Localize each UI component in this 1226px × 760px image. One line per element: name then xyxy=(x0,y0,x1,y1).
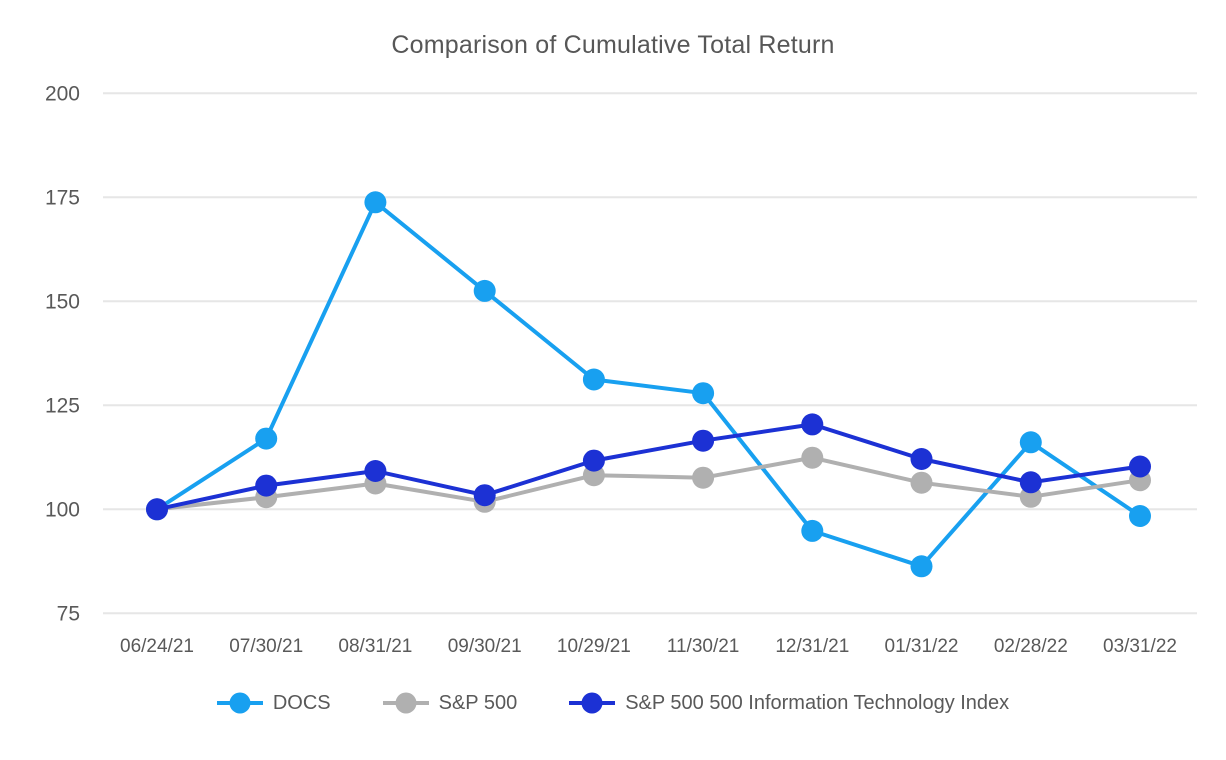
x-axis-tick-label: 03/31/22 xyxy=(1103,636,1177,657)
data-point-s-p-500-500-information-technology-index xyxy=(1129,455,1151,478)
y-axis-tick-label: 150 xyxy=(45,290,80,313)
data-point-docs xyxy=(1129,505,1151,527)
y-axis-tick-label: 125 xyxy=(45,394,80,417)
data-point-s-p-500-500-information-technology-index xyxy=(255,474,278,497)
data-point-s-p-500 xyxy=(801,446,824,469)
data-point-s-p-500-500-information-technology-index xyxy=(692,429,715,452)
x-axis-tick-label: 08/31/21 xyxy=(338,636,412,657)
data-point-docs xyxy=(910,555,933,578)
legend-marker-icon xyxy=(382,692,429,714)
series-line-s-p-500-500-information-technology-index xyxy=(156,422,1141,512)
data-point-s-p-500-500-information-technology-index xyxy=(1019,471,1042,494)
x-axis-tick-label: 10/29/21 xyxy=(557,636,631,657)
x-axis-tick-label: 07/30/21 xyxy=(229,636,303,657)
y-axis-tick-label: 175 xyxy=(45,186,80,209)
legend-label: S&P 500 500 Information Technology Index xyxy=(625,691,1010,714)
data-point-docs xyxy=(582,368,605,391)
data-point-s-p-500 xyxy=(910,471,933,494)
data-point-s-p-500-500-information-technology-index xyxy=(364,460,387,482)
data-point-s-p-500 xyxy=(692,466,715,489)
data-point-s-p-500-500-information-technology-index xyxy=(146,498,168,521)
data-point-docs xyxy=(1019,431,1042,454)
legend-item-docs: DOCS xyxy=(216,691,331,715)
data-point-docs xyxy=(801,519,824,542)
y-axis-tick-label: 200 xyxy=(45,82,80,105)
data-point-docs xyxy=(364,191,387,214)
data-point-s-p-500-500-information-technology-index xyxy=(801,413,824,436)
legend: DOCS S&P 500 S&P 500 500 Information Techn… xyxy=(0,691,1226,715)
data-point-docs xyxy=(473,279,496,302)
legend-marker-icon xyxy=(216,692,263,714)
series-line-docs xyxy=(155,200,1142,569)
y-axis-tick-label: 100 xyxy=(45,498,80,521)
x-axis-tick-label: 06/24/21 xyxy=(120,636,194,657)
y-axis-tick-label: 75 xyxy=(57,602,80,625)
x-axis-tick-label: 12/31/21 xyxy=(775,636,849,657)
legend-item-s-p-500-500-information-technology-index: S&P 500 500 Information Technology Index xyxy=(569,691,1009,715)
x-axis-tick-label: 11/30/21 xyxy=(667,636,740,657)
data-point-docs xyxy=(692,382,715,405)
x-axis-tick-label: 02/28/22 xyxy=(994,636,1068,657)
data-point-s-p-500-500-information-technology-index xyxy=(473,484,496,507)
x-axis-tick-label: 01/31/22 xyxy=(885,636,959,657)
legend-marker-icon xyxy=(569,692,616,714)
data-point-s-p-500-500-information-technology-index xyxy=(910,448,933,470)
data-point-s-p-500-500-information-technology-index xyxy=(582,449,605,472)
legend-label: DOCS xyxy=(272,691,331,714)
x-axis-tick-label: 09/30/21 xyxy=(448,636,522,657)
data-point-docs xyxy=(255,427,278,450)
chart-title: Comparison of Cumulative Total Return xyxy=(391,31,835,59)
legend-item-s-p-500: S&P 500 xyxy=(382,691,518,715)
series-line-s-p-500 xyxy=(156,455,1141,512)
legend-label: S&P 500 xyxy=(438,691,518,714)
